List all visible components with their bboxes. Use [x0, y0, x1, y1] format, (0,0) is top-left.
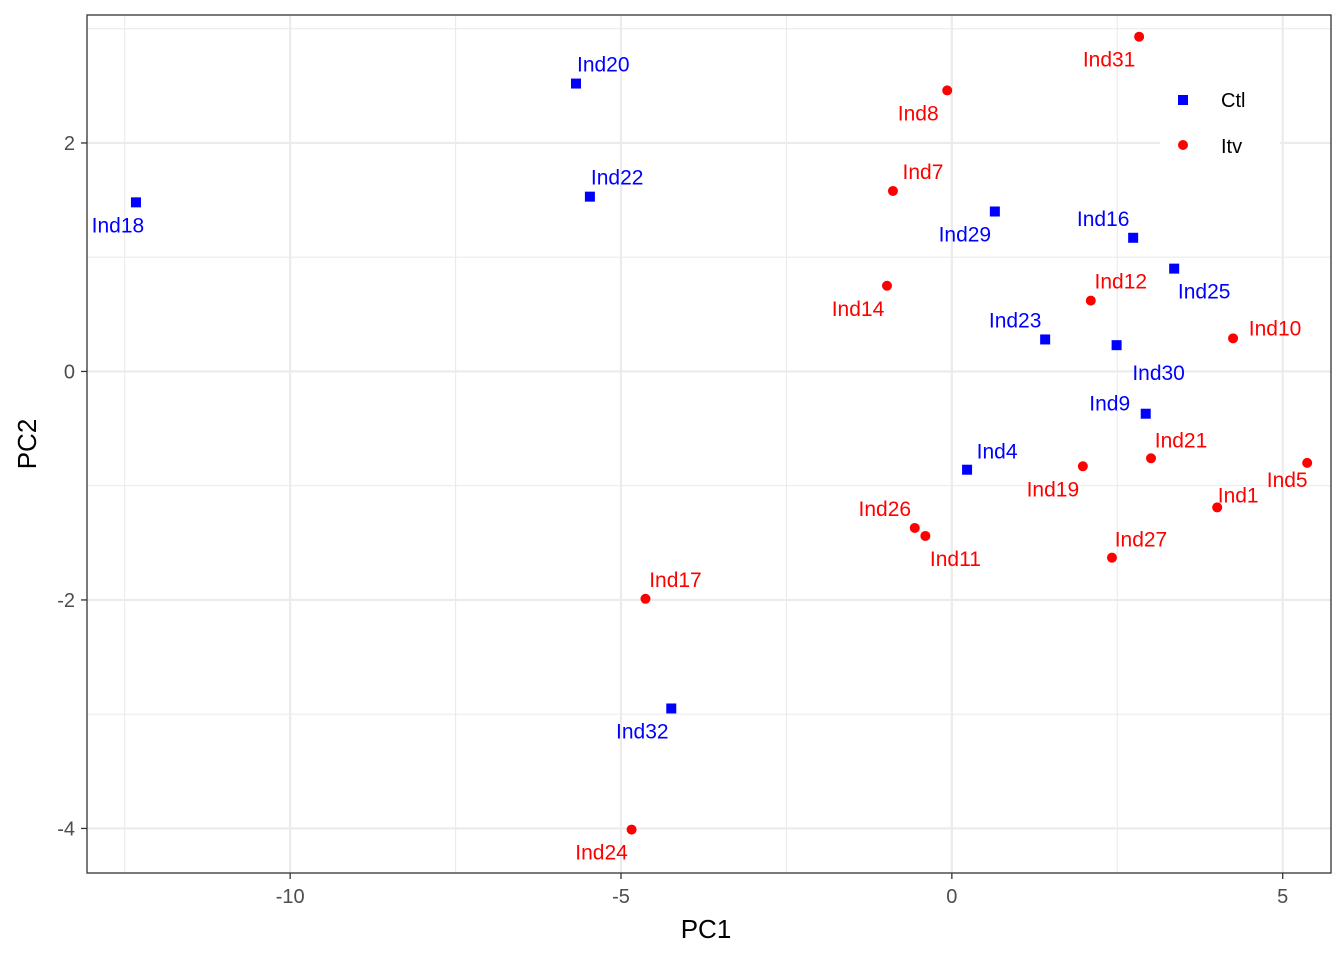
- label-ind19: Ind19: [1027, 478, 1080, 501]
- label-ind11: Ind11: [930, 548, 981, 571]
- x-tick-label: -10: [276, 886, 305, 908]
- y-tick-label: -2: [57, 590, 75, 612]
- point-ind29: [989, 206, 1000, 217]
- point-ind11: [920, 530, 931, 541]
- y-tick-label: -4: [57, 818, 75, 840]
- point-ind31: [1134, 31, 1145, 42]
- point-ind26: [909, 522, 920, 533]
- x-axis-title: PC1: [681, 914, 732, 944]
- point-ind19: [1077, 461, 1088, 472]
- point-ind22: [584, 191, 595, 202]
- point-ind32: [666, 703, 677, 714]
- data-points: [130, 31, 1313, 835]
- legend-label-itv: Itv: [1221, 136, 1242, 158]
- legend-key-ctl-icon: [1178, 95, 1188, 105]
- point-ind12: [1085, 295, 1096, 306]
- point-ind7: [887, 185, 898, 196]
- label-ind12: Ind12: [1095, 271, 1148, 294]
- point-ind1: [1212, 502, 1223, 513]
- axis-ticks: [81, 142, 1284, 879]
- x-tick-label: 0: [946, 886, 957, 908]
- label-ind22: Ind22: [591, 167, 644, 190]
- point-ind25: [1169, 263, 1180, 274]
- point-ind20: [570, 78, 581, 89]
- point-ind21: [1146, 453, 1157, 464]
- point-ind24: [626, 824, 637, 835]
- point-ind5: [1302, 457, 1313, 468]
- legend-background: [1160, 78, 1280, 168]
- legend: Ctl Itv: [1160, 78, 1280, 168]
- point-ind23: [1040, 334, 1051, 345]
- label-ind8: Ind8: [898, 102, 939, 125]
- tick-labels: -10 -5 0 5 -4 -2 0 2: [57, 133, 1288, 908]
- label-ind32: Ind32: [616, 720, 669, 743]
- label-ind17: Ind17: [649, 569, 702, 592]
- label-ind5: Ind5: [1267, 469, 1308, 492]
- point-ind16: [1128, 232, 1139, 243]
- label-ind29: Ind29: [939, 224, 992, 247]
- point-ind18: [130, 197, 141, 208]
- label-ind31: Ind31: [1083, 49, 1136, 72]
- point-ind10: [1228, 333, 1239, 344]
- label-ind10: Ind10: [1249, 317, 1302, 340]
- point-ind4: [962, 464, 973, 475]
- panel-border: [86, 14, 1332, 874]
- label-ind30: Ind30: [1132, 362, 1185, 385]
- x-tick-label: -5: [612, 886, 630, 908]
- y-axis-title: PC2: [12, 419, 42, 470]
- panel-background: [87, 15, 1331, 873]
- point-ind9: [1140, 408, 1151, 419]
- label-ind25: Ind25: [1178, 281, 1231, 304]
- point-ind17: [640, 593, 651, 604]
- point-ind27: [1106, 552, 1117, 563]
- label-ind1: Ind1: [1218, 484, 1259, 507]
- label-ind24: Ind24: [575, 842, 628, 865]
- label-ind27: Ind27: [1115, 529, 1168, 552]
- label-ind4: Ind4: [977, 441, 1018, 464]
- label-ind20: Ind20: [577, 54, 630, 77]
- x-tick-label: 5: [1277, 886, 1288, 908]
- label-ind9: Ind9: [1089, 393, 1130, 416]
- major-gridlines: [87, 15, 1331, 873]
- point-labels: Ind20 Ind22 Ind18 Ind29 Ind16 Ind25 Ind23 Ind30…: [92, 49, 1308, 865]
- y-tick-label: 2: [64, 133, 75, 155]
- label-ind18: Ind18: [92, 214, 145, 237]
- label-ind26: Ind26: [859, 498, 912, 521]
- point-ind8: [942, 85, 953, 96]
- point-ind30: [1111, 340, 1122, 351]
- label-ind16: Ind16: [1077, 208, 1130, 231]
- legend-label-ctl: Ctl: [1221, 90, 1245, 112]
- label-ind7: Ind7: [903, 161, 944, 184]
- label-ind21: Ind21: [1155, 429, 1208, 452]
- minor-gridlines: [87, 15, 1331, 873]
- y-tick-label: 0: [64, 361, 75, 383]
- label-ind23: Ind23: [989, 309, 1042, 332]
- legend-key-itv-icon: [1178, 140, 1188, 150]
- point-ind14: [881, 280, 892, 291]
- label-ind14: Ind14: [832, 298, 885, 321]
